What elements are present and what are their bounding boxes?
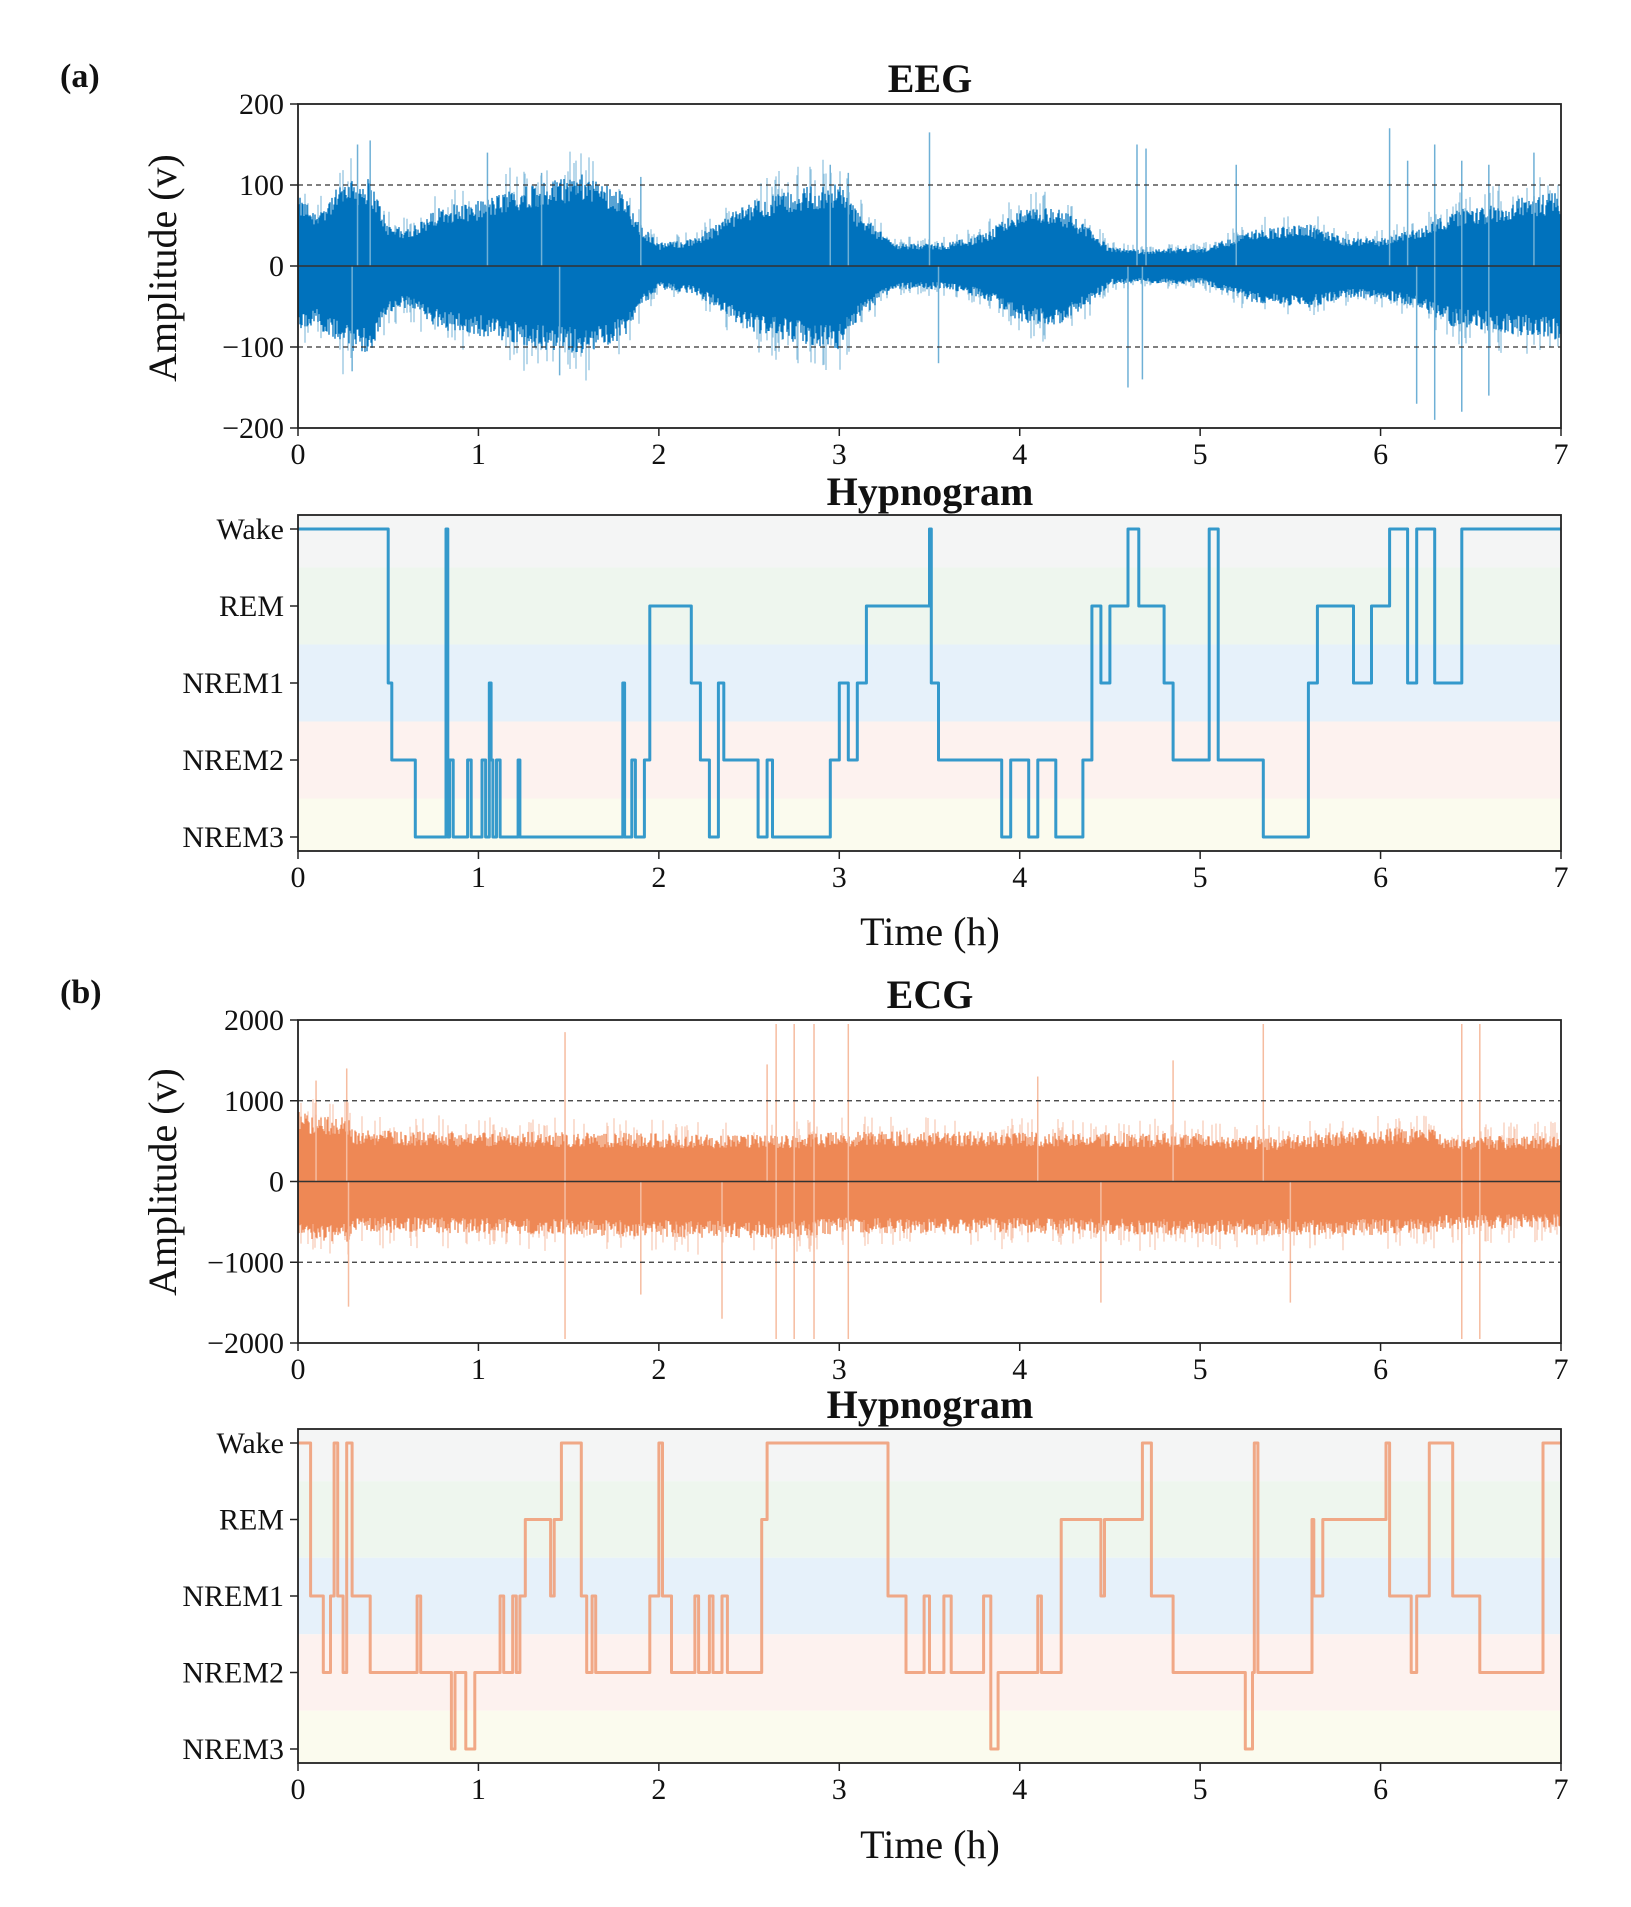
eeg-title: EEG [888, 56, 972, 101]
ecg-xtick-label: 3 [832, 1353, 847, 1386]
eeg-xtick-label: 2 [651, 438, 666, 471]
ecg-title: ECG [887, 972, 974, 1017]
hypnogram-b-xlabel: Time (h) [860, 1822, 1000, 1867]
hypnogram-b-ytick-label: NREM2 [182, 1657, 284, 1690]
hypnogram-a-title: Hypnogram [827, 469, 1034, 514]
hypnogram-a-ytick-label: REM [219, 590, 284, 623]
eeg-ytick-label: 100 [239, 169, 284, 202]
hypnogram-a-xlabel: Time (h) [860, 909, 1000, 954]
hypnogram-b-band-wake [298, 1429, 1561, 1482]
eeg-xtick-label: 5 [1193, 438, 1208, 471]
eeg-ylabel: Amplitude (v) [140, 154, 185, 382]
ecg-xtick-label: 6 [1373, 1353, 1388, 1386]
panel-label-b: (b) [60, 974, 102, 1011]
eeg-ytick-label: 0 [269, 250, 284, 283]
hypnogram-b-ytick-label: Wake [216, 1427, 284, 1460]
eeg-ytick-label: −100 [222, 331, 284, 364]
eeg-xtick-label: 7 [1554, 438, 1569, 471]
ecg-xtick-label: 1 [471, 1353, 486, 1386]
ecg-ytick-label: −2000 [207, 1327, 284, 1360]
ecg-ytick-label: −1000 [207, 1246, 284, 1279]
hypnogram-a-ytick-label: NREM1 [182, 667, 284, 700]
eeg-ytick-label: 200 [239, 88, 284, 121]
hypnogram-b-ytick-label: NREM1 [182, 1580, 284, 1613]
hypnogram-b-xtick-label: 1 [471, 1773, 486, 1806]
ecg-ylabel: Amplitude (v) [140, 1068, 185, 1296]
hypnogram-b-stage-line [298, 1441, 1561, 1751]
ecg-xtick-label: 4 [1012, 1353, 1027, 1386]
eeg-xtick-label: 4 [1012, 438, 1027, 471]
hypnogram-a-ytick-label: Wake [216, 513, 284, 546]
hypnogram-a-xtick-label: 4 [1012, 861, 1027, 894]
eeg-xtick-label: 3 [832, 438, 847, 471]
hypnogram-a-band-nrem1 [298, 644, 1561, 722]
hypnogram-b-xtick-label: 7 [1554, 1773, 1569, 1806]
hypnogram-b-band-nrem3 [298, 1710, 1561, 1763]
hypnogram-a-ytick-label: NREM2 [182, 744, 284, 777]
ecg-waveform [298, 1112, 1561, 1242]
hypnogram-b-xtick-label: 5 [1193, 1773, 1208, 1806]
hypnogram-a-ytick-label: NREM3 [182, 821, 284, 854]
ecg-xtick-label: 7 [1554, 1353, 1569, 1386]
ecg-ytick-label: 0 [269, 1166, 284, 1199]
ecg-ytick-label: 2000 [224, 1004, 284, 1037]
hypnogram-b-ytick-label: REM [219, 1504, 284, 1537]
hypnogram-a-xtick-label: 0 [291, 861, 306, 894]
ecg-xtick-label: 2 [651, 1353, 666, 1386]
hypnogram-b-title: Hypnogram [827, 1382, 1034, 1427]
hypnogram-b-xtick-label: 3 [832, 1773, 847, 1806]
ecg-xtick-label: 5 [1193, 1353, 1208, 1386]
hypnogram-b-ytick-label: NREM3 [182, 1733, 284, 1766]
ecg-ytick-label: 1000 [224, 1085, 284, 1118]
hypnogram-a-xtick-label: 5 [1193, 861, 1208, 894]
hypnogram-a-xtick-label: 6 [1373, 861, 1388, 894]
hypnogram-a-stage-line [298, 527, 1561, 839]
hypnogram-b-xtick-label: 4 [1012, 1773, 1027, 1806]
eeg-xtick-label: 1 [471, 438, 486, 471]
hypnogram-a-band-nrem3 [298, 798, 1561, 851]
hypnogram-a-band-nrem2 [298, 721, 1561, 799]
hypnogram-b-xtick-label: 6 [1373, 1773, 1388, 1806]
eeg-ytick-label: −200 [222, 412, 284, 445]
hypnogram-a-xtick-label: 3 [832, 861, 847, 894]
hypnogram-a-xtick-label: 7 [1554, 861, 1569, 894]
eeg-xtick-label: 6 [1373, 438, 1388, 471]
hypnogram-a-xtick-label: 2 [651, 861, 666, 894]
hypnogram-a-xtick-label: 1 [471, 861, 486, 894]
hypnogram-b-xtick-label: 0 [291, 1773, 306, 1806]
ecg-xtick-label: 0 [291, 1353, 306, 1386]
eeg-xtick-label: 0 [291, 438, 306, 471]
hypnogram-b-xtick-label: 2 [651, 1773, 666, 1806]
panel-label-a: (a) [60, 58, 100, 95]
